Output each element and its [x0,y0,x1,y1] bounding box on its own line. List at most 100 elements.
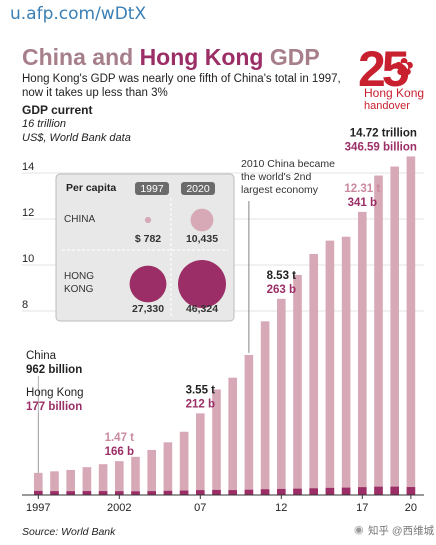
china-bar [179,431,189,495]
annotation-china-1997-label: China [26,350,57,362]
annotation-china-1997-value: 962 billion [26,364,82,376]
hongkong-bar [309,488,318,495]
per-capita-bubble-1997 [144,216,152,224]
hongkong-bar [147,491,156,495]
zhihu-icon: ◉ [354,524,364,536]
annotation-china-value: 1.47 t [105,432,135,444]
x-tick-label: 07 [194,502,206,514]
hongkong-bar [34,490,43,495]
china-bar [260,321,270,495]
hongkong-bar [277,488,286,495]
per-capita-bubble-1997 [129,265,167,303]
annotation-hk-value: 346.59 billion [345,141,417,153]
annotation-hk-value: 212 b [186,398,215,410]
x-tick-label: 17 [356,502,368,514]
china-bar [50,471,59,495]
bauhinia-icon: ✿ [394,54,415,81]
china-bar [309,253,318,495]
china-bar [98,464,108,495]
china-bar [293,274,302,495]
title-gdp: GDP [263,44,320,70]
note-2010-line: the world's 2nd [241,171,311,183]
annotation-hk-1997-value: 177 billion [26,401,82,413]
x-tick-label: 20 [405,502,417,514]
annotation-hk-value: 263 b [267,284,296,296]
hongkong-bar [131,491,140,495]
china-bar [115,461,124,495]
y-tick-label: 8 [22,299,28,311]
x-tick-label: 12 [275,502,287,514]
gdp-label: GDP current [22,103,93,117]
hongkong-bar [66,491,75,495]
logo-line2: handover [364,100,410,112]
inset-title: Per capita [66,182,116,194]
per-capita-value-2020: 10,435 [186,233,218,245]
china-bar [147,449,156,495]
hongkong-bar [358,487,367,495]
inset-row-label: HONG [64,271,94,282]
source-note: Source: World Bank [22,526,116,538]
annotation-china-value: 3.55 t [186,384,216,396]
hongkong-bar [260,489,270,495]
y-tick-label: 10 [22,253,34,265]
china-bar [196,413,205,495]
title-and: and [85,44,140,70]
hongkong-bar [50,491,59,495]
china-bar [277,298,286,495]
china-bar [163,442,173,495]
hongkong-bar [179,490,189,495]
per-capita-bubble-2020 [190,208,214,232]
hongkong-bar [228,490,237,495]
inset-row-label: CHINA [64,214,95,225]
annotation-hk-value: 341 b [348,197,377,209]
x-tick-label: 2002 [107,502,131,514]
unit-top-tick: 16 trillion [22,118,67,130]
china-bar [374,175,383,495]
handover-logo: 25 ✿ Hong Kong handover [354,41,430,116]
title-china: China [22,44,86,70]
logo-line1: Hong Kong [364,86,425,100]
hongkong-bar [82,491,92,495]
y-tick-label: 12 [22,207,34,219]
hongkong-bar [196,490,205,495]
hongkong-bar [374,486,383,495]
hongkong-bar [341,487,351,495]
annotation-china-value: 8.53 t [267,270,297,282]
per-capita-value-1997: $ 782 [135,233,161,245]
annotation-hk-value: 166 b [105,446,134,458]
per-capita-value-1997: 27,330 [132,303,164,315]
hongkong-bar [293,488,302,495]
title-hongkong: Hong Kong [139,44,264,70]
china-bar [406,156,416,495]
inset-year2: 2020 [186,183,210,195]
logo-number: 25 [358,41,410,97]
inset-row-label: KONG [64,284,94,295]
chart-subtitle: Hong Kong's GDP was nearly one fifth of … [22,73,341,99]
china-bar [358,211,367,495]
china-bar [390,166,399,495]
note-2010-line: largest economy [241,184,319,196]
source-url[interactable]: u.afp.com/wDtX [10,4,147,24]
chart-title: China and Hong Kong GDP [22,44,320,71]
x-tick-label: 1997 [26,502,50,514]
china-bar [228,377,237,495]
inset-year2-tag [181,182,215,195]
china-bar [66,469,75,495]
annotation-china-value: 14.72 trillion [350,127,417,139]
y-tick-label: 14 [22,161,34,173]
china-bar [212,389,221,495]
unit-description: US$, World Bank data [22,132,131,144]
note-2010-line: 2010 China became [241,158,335,170]
hongkong-bar [325,487,335,495]
per-capita-bubble-2020 [178,260,226,308]
hongkong-bar [244,489,254,495]
china-bar [325,240,335,495]
china-bar [244,354,254,495]
inset-year1-tag [135,182,169,195]
hongkong-bar [163,490,173,495]
china-bar [34,472,43,495]
annotation-china-value: 12.31 t [344,183,380,195]
hongkong-bar [406,487,416,495]
watermark: 知乎 @西维城 [368,525,435,537]
